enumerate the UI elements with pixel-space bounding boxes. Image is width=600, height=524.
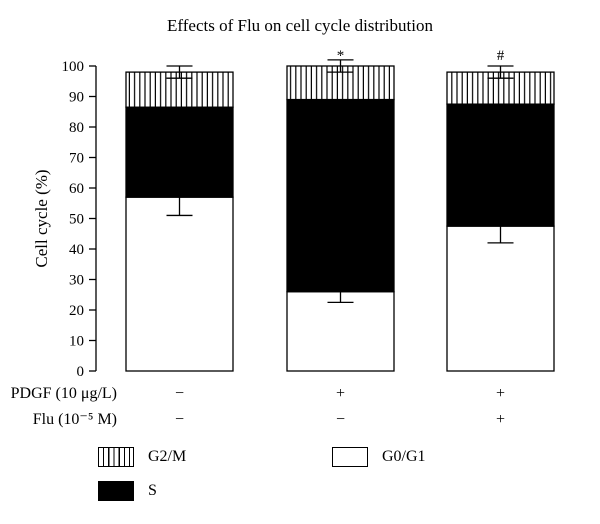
treatment-label: Flu (10⁻⁵ M) (33, 411, 117, 428)
y-tick-label: 90 (69, 90, 84, 106)
legend-label-g2m: G2/M (148, 448, 187, 465)
bar-segment-g0g1 (446, 225, 555, 372)
chart-title: Effects of Flu on cell cycle distributio… (167, 16, 433, 35)
legend-label-g0g1: G0/G1 (382, 448, 426, 465)
y-tick-label: 100 (62, 59, 85, 75)
y-tick-label: 30 (69, 273, 84, 289)
legend-swatch-g2m (98, 447, 134, 467)
significance-marker: * (337, 48, 345, 64)
y-tick-label: 20 (69, 303, 84, 319)
y-tick-label: 40 (69, 242, 84, 258)
treatment-label: PDGF (10 μg/L) (11, 385, 117, 402)
significance-marker: # (497, 48, 505, 64)
axis-labels: Cell cycle (%) * # PDGF (10 μg/L) − + + Flu (10… (11, 48, 505, 428)
y-tick-label: 60 (69, 181, 84, 197)
legend-swatch-g0g1 (332, 447, 368, 467)
legend-s: S (98, 481, 157, 501)
error-bars (166, 59, 514, 304)
y-axis-label: Cell cycle (%) (32, 169, 51, 267)
y-tick-label: 0 (77, 364, 85, 380)
bar-segment-s (286, 98, 395, 293)
treatment-value: − (175, 411, 184, 428)
bar-segment-g0g1 (125, 196, 234, 372)
treatment-value: − (175, 385, 184, 402)
bar-segment-s (446, 103, 555, 227)
legend-swatch-s (98, 481, 134, 501)
y-tick-label: 10 (69, 334, 84, 350)
bars (125, 65, 555, 372)
treatment-value: + (496, 411, 505, 428)
treatment-value: − (336, 411, 345, 428)
treatment-value: + (496, 385, 505, 402)
legend-label-s: S (148, 482, 157, 499)
axes: 0 10 20 30 40 50 60 70 80 90 100 (62, 59, 97, 380)
legend-g2m: G2/M (98, 447, 186, 467)
bar-segment-g0g1 (286, 291, 395, 372)
y-tick-label: 70 (69, 151, 84, 167)
treatment-value: + (336, 385, 345, 402)
y-tick-label: 50 (69, 212, 84, 228)
legend-g0g1: G0/G1 (332, 447, 426, 467)
y-tick-label: 80 (69, 120, 84, 136)
